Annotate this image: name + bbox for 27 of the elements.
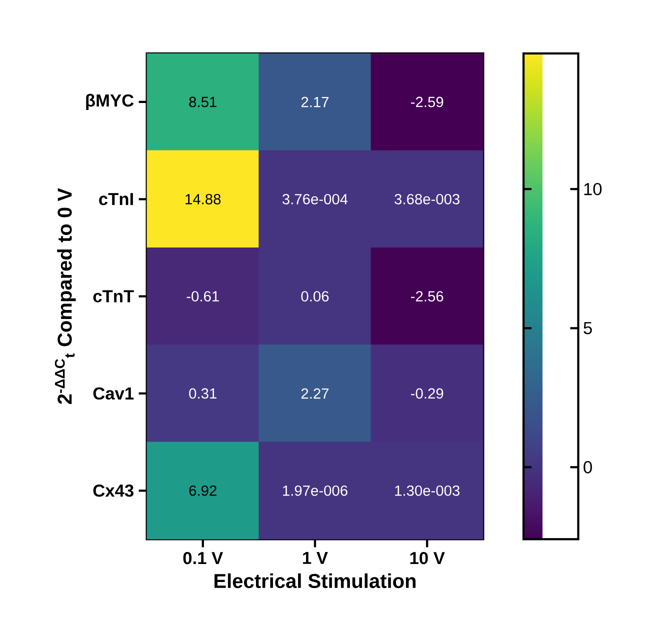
data-label: -0.29 — [411, 388, 444, 399]
x-axis-title: Electrical Stimulation — [214, 573, 416, 588]
data-label: -2.59 — [411, 96, 444, 108]
data-label: 3.76e-004 — [282, 194, 348, 204]
color-bar-label: 5 — [584, 322, 592, 334]
color-bar-label: 0 — [584, 460, 592, 474]
y-tick-label: cTnI — [99, 192, 133, 206]
data-label: 0.06 — [301, 290, 329, 302]
y-axis-title: 2$^{-ΔΔC}$$_{t}$ Compared to 0 V — [54, 188, 76, 404]
data-label: 2.17 — [301, 96, 329, 107]
y-tick-label: Cx43 — [93, 484, 134, 497]
x-tick-label: 10 V — [410, 552, 445, 564]
x-tick-label: 0.1 V — [183, 552, 223, 564]
data-label: 2.27 — [301, 388, 329, 398]
color-bar-label: 10 — [584, 182, 602, 196]
data-label: 1.97e-006 — [283, 485, 348, 496]
data-label: 6.92 — [189, 485, 216, 496]
data-label: 8.51 — [189, 96, 216, 108]
data-label: 14.88 — [186, 194, 221, 204]
y-tick-label: Cav1 — [93, 387, 134, 400]
y-tick-label: cTnT — [93, 290, 134, 302]
x-tick-label: 1 V — [303, 552, 328, 564]
data-label: -0.61 — [186, 290, 219, 302]
data-label: -2.56 — [411, 290, 444, 302]
data-label: 0.31 — [189, 388, 216, 399]
y-tick-label: βMYC — [86, 94, 134, 110]
data-label: 1.30e-003 — [395, 485, 460, 496]
